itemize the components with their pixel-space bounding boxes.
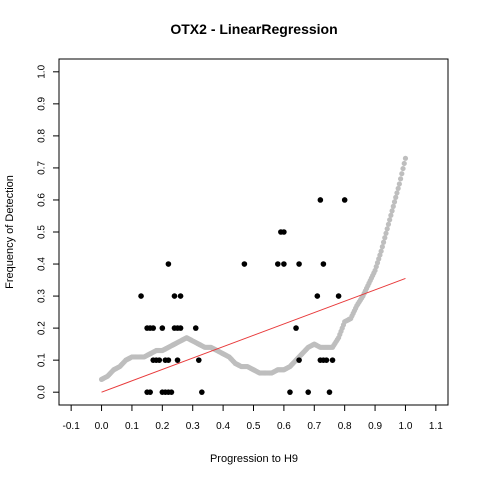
- y-axis: 0.0 0.1 0.2 0.3 0.4 0.5 0.6 0.7 0.8 0.9 1.0: [37, 64, 59, 399]
- data-point: [317, 197, 324, 203]
- y-tick-label: 0.6: [37, 193, 48, 207]
- regression-line-path: [101, 277, 406, 393]
- data-point: [171, 293, 178, 299]
- y-tick-label: 0.1: [37, 353, 48, 367]
- data-point: [168, 389, 175, 395]
- y-tick-label: 0.2: [37, 321, 48, 335]
- smooth-point: [399, 171, 405, 177]
- data-point: [314, 293, 321, 299]
- data-point: [287, 389, 293, 395]
- data-point: [177, 325, 184, 331]
- data-point: [326, 389, 333, 395]
- x-tick-label: 0.4: [216, 421, 230, 432]
- x-tick-label: 0.8: [338, 421, 352, 432]
- smooth-point: [387, 217, 393, 223]
- data-point: [329, 357, 336, 363]
- smooth-point: [385, 221, 392, 227]
- regression-line: [101, 277, 406, 393]
- x-tick-label: 1.0: [399, 421, 413, 432]
- smooth-point: [401, 160, 407, 167]
- smooth-point: [402, 155, 409, 161]
- data-point: [138, 293, 144, 299]
- data-point: [174, 357, 181, 363]
- data-point: [192, 325, 199, 331]
- data-point: [150, 325, 157, 331]
- smooth-point: [390, 203, 396, 209]
- x-axis-label: Progression to H9: [210, 453, 298, 465]
- data-point: [341, 197, 348, 203]
- x-tick-label: 0.3: [186, 421, 200, 432]
- smooth-series: [98, 155, 409, 382]
- data-point: [156, 357, 163, 363]
- y-tick-label: 0.4: [37, 257, 48, 271]
- data-point: [199, 389, 205, 395]
- data-point: [159, 325, 166, 331]
- data-point: [293, 325, 299, 331]
- smooth-point: [397, 176, 404, 182]
- smooth-point: [378, 248, 384, 254]
- data-point: [241, 261, 248, 267]
- y-axis-label: Frequency of Detection: [4, 175, 16, 289]
- data-point: [281, 261, 287, 267]
- data-point: [305, 389, 312, 395]
- data-point: [335, 293, 342, 299]
- y-tick-label: 0.0: [37, 385, 48, 399]
- smooth-point: [400, 165, 406, 172]
- x-tick-label: 0.0: [95, 421, 109, 432]
- y-tick-label: 0.3: [37, 289, 48, 303]
- smooth-point: [379, 244, 385, 250]
- x-tick-label: 0.6: [277, 421, 291, 432]
- smooth-point: [383, 230, 389, 236]
- plot-frame: [58, 58, 449, 406]
- smooth-point: [394, 190, 400, 196]
- x-tick-label: -0.1: [63, 421, 81, 432]
- smooth-point: [388, 212, 394, 218]
- x-tick-label: 0.7: [307, 421, 321, 432]
- x-axis: -0.1 0.0 0.1 0.2 0.3 0.4 0.5 0.6 0.7 0.8 0.9 1.0 1.1: [63, 405, 443, 432]
- data-point: [281, 229, 287, 235]
- y-tick-label: 0.9: [37, 96, 48, 110]
- x-tick-label: 1.1: [429, 421, 443, 432]
- x-tick-label: 0.5: [247, 421, 261, 432]
- y-tick-label: 0.8: [37, 129, 48, 143]
- x-tick-label: 0.2: [155, 421, 169, 432]
- data-point: [323, 357, 330, 363]
- smooth-point: [380, 239, 387, 245]
- y-tick-label: 1.0: [37, 64, 48, 78]
- smooth-point: [384, 226, 390, 232]
- smooth-point: [395, 185, 401, 192]
- data-point: [165, 261, 172, 267]
- y-tick-label: 0.5: [37, 225, 48, 239]
- smooth-point: [396, 181, 402, 187]
- data-point: [296, 261, 302, 267]
- x-tick-label: 0.9: [368, 421, 382, 432]
- data-point: [165, 357, 172, 363]
- data-point: [275, 261, 281, 267]
- chart-title: OTX2 - LinearRegression: [170, 21, 337, 37]
- data-point: [177, 293, 184, 299]
- data-point: [195, 357, 202, 363]
- x-tick-label: 0.1: [125, 421, 139, 432]
- observed-points: [138, 197, 348, 395]
- data-point: [320, 261, 327, 267]
- smooth-point: [393, 194, 399, 200]
- smooth-point: [389, 208, 395, 214]
- y-tick-label: 0.7: [37, 161, 48, 175]
- data-point: [296, 357, 302, 363]
- smooth-point: [391, 199, 398, 205]
- data-point: [147, 389, 153, 395]
- smooth-point: [382, 235, 388, 241]
